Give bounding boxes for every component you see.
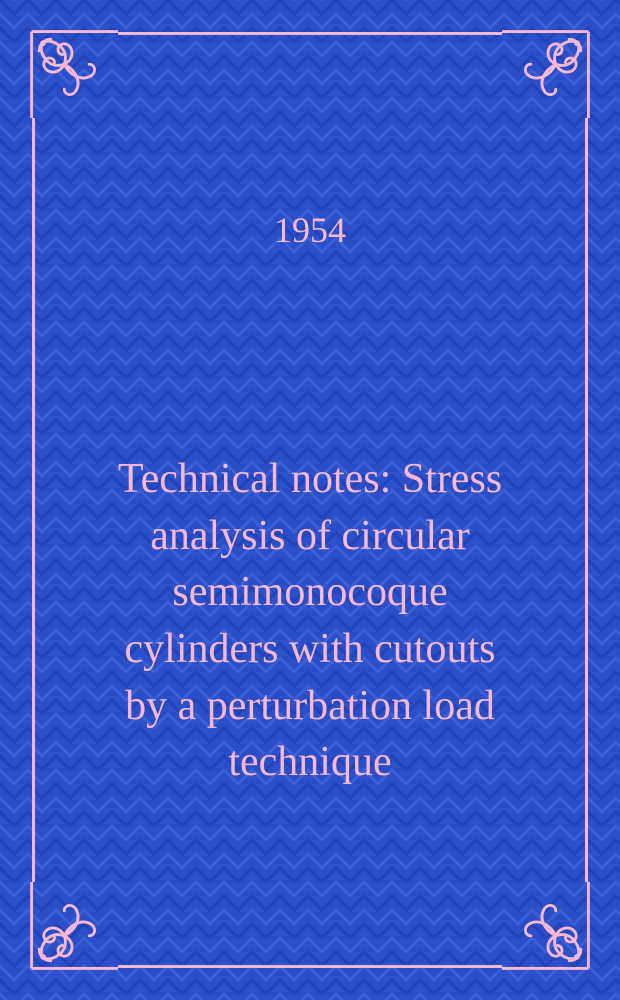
content-area: 1954 Technical notes: Stress analysis of… xyxy=(0,209,620,791)
title-line: by a perturbation load xyxy=(60,678,560,735)
border-bottom xyxy=(118,965,502,968)
title-line: semimonocoque xyxy=(60,564,560,621)
book-cover: 1954 Technical notes: Stress analysis of… xyxy=(0,0,620,1000)
title-line: technique xyxy=(60,734,560,791)
publication-year: 1954 xyxy=(60,209,560,251)
corner-ornament-bl xyxy=(22,882,118,978)
title-line: Technical notes: Stress xyxy=(60,451,560,508)
title-line: analysis of circular xyxy=(60,508,560,565)
title-block: Technical notes: Stress analysis of circ… xyxy=(60,451,560,791)
corner-ornament-tr xyxy=(502,22,598,118)
corner-ornament-tl xyxy=(22,22,118,118)
title-line: cylinders with cutouts xyxy=(60,621,560,678)
corner-ornament-br xyxy=(502,882,598,978)
border-top xyxy=(118,32,502,35)
